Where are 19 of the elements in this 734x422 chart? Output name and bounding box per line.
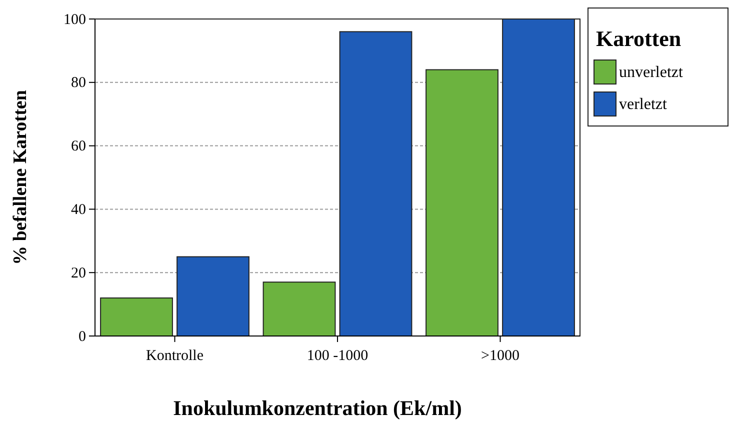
x-tick-label: 100 -1000 — [306, 348, 368, 364]
legend-label: unverletzt — [619, 64, 684, 81]
bar — [262, 282, 336, 336]
y-tick-label: 60 — [71, 138, 86, 155]
y-axis-title: % befallene Karotten — [10, 90, 31, 265]
y-tick-label: 100 — [64, 12, 86, 28]
x-axis-title: Inokulumkonzentration (Ek/ml) — [173, 396, 462, 420]
y-tick-label: 0 — [78, 328, 86, 345]
bar — [100, 297, 173, 336]
y-tick-label: 40 — [71, 202, 86, 218]
bar — [176, 256, 250, 336]
x-tick-label: >1000 — [481, 348, 520, 364]
y-tick-label: 20 — [71, 265, 86, 282]
bar — [339, 31, 412, 336]
legend-title: Karotten — [596, 26, 682, 51]
legend-label: verletzt — [619, 96, 668, 113]
bar — [426, 69, 498, 336]
x-tick-label: Kontrolle — [146, 348, 204, 364]
y-tick-label: 80 — [71, 75, 86, 92]
